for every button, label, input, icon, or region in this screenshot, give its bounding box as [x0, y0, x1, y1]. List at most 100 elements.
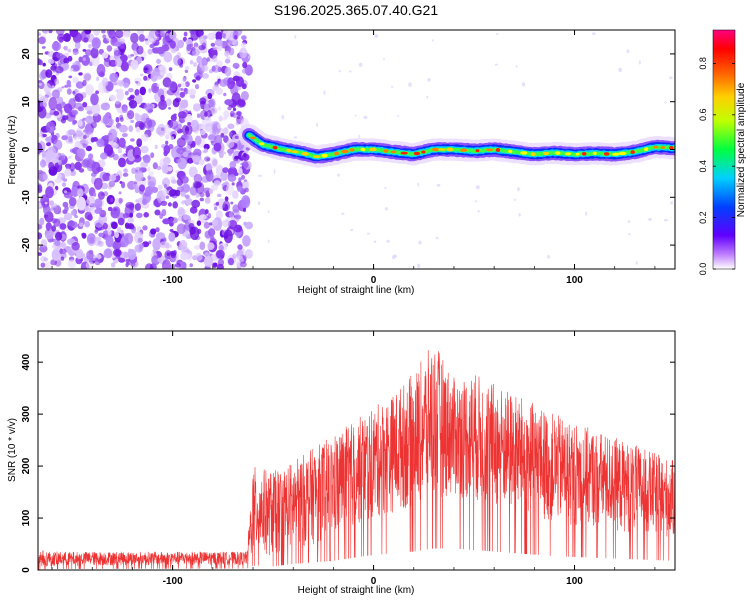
spectrogram-noise-blob	[115, 57, 122, 68]
spectrogram-noise-blob	[38, 106, 47, 119]
spectrogram-noise-blob	[40, 239, 48, 248]
spectrogram-peak	[575, 152, 580, 156]
spectrogram-speckle	[367, 232, 370, 235]
spectrogram-noise-blob	[151, 255, 161, 266]
spectrogram-noise-blob	[122, 172, 129, 177]
spectrogram-noise-blob	[139, 86, 146, 96]
spectrogram-noise-blob	[42, 133, 47, 138]
spectrogram-noise-blob	[50, 231, 55, 236]
spectrogram-noise-blob	[203, 103, 210, 112]
spectrogram-noise-blob	[184, 194, 190, 199]
spectrogram-noise-blob	[102, 34, 107, 39]
spectrogram-noise-blob	[210, 235, 215, 241]
spectrogram-noise-blob	[78, 72, 83, 76]
spectrogram-speckle	[494, 63, 498, 66]
spectrogram-noise-blob	[154, 144, 158, 150]
spectrogram-noise-blob	[224, 99, 233, 106]
spectrogram-speckle	[408, 82, 412, 87]
spectrogram-noise-blob	[202, 73, 209, 79]
spectrogram-noise-blob	[38, 224, 43, 230]
spectrogram-noise-blob	[165, 140, 169, 145]
spectrogram-noise-blob	[46, 142, 51, 147]
spectrogram-noise-blob	[139, 243, 145, 249]
spectrogram-noise-blob	[147, 176, 157, 188]
spectrogram-noise-blob	[76, 148, 86, 158]
spectrogram-noise-blob	[68, 75, 73, 79]
spectrogram-noise-blob	[130, 261, 136, 267]
spectrogram-speckle	[669, 76, 673, 80]
spectrogram-peak	[543, 151, 550, 156]
spectrogram-noise-blob	[181, 125, 189, 135]
spectrogram-noise-blob	[63, 212, 73, 221]
spectrogram-noise-blob	[112, 81, 118, 86]
spectrogram-noise-blob	[96, 166, 104, 172]
spectrogram-noise-blob	[225, 183, 234, 196]
spectrogram-noise-blob	[182, 77, 187, 82]
spectrogram-noise-blob	[156, 46, 165, 55]
spectrogram-noise-blob	[131, 167, 137, 175]
spectrogram-noise-blob	[119, 54, 128, 63]
spectrogram-noise-blob	[218, 115, 223, 122]
spectrogram-noise-blob	[222, 167, 229, 173]
spectrogram-speckle	[247, 55, 251, 59]
spectrogram-noise-blob	[85, 115, 94, 124]
spectrogram-noise-blob	[169, 189, 177, 197]
spectrogram-noise-blob	[41, 46, 46, 49]
spectrogram-noise-blob	[212, 46, 218, 51]
spectrogram-peak	[564, 152, 572, 156]
spectrogram-noise-blob	[38, 132, 42, 137]
spectrogram-noise-blob	[148, 88, 152, 93]
spectrogram-noise-blob	[113, 66, 118, 73]
spectrogram-noise-blob	[81, 159, 90, 168]
spectrogram-noise-blob	[160, 200, 168, 206]
spectrogram-peak	[400, 151, 408, 155]
spectrogram-noise-blob	[170, 136, 175, 141]
spectrogram-noise-blob	[48, 30, 53, 34]
spectrogram-speckle	[323, 90, 326, 95]
spectrogram-noise-blob	[188, 223, 195, 229]
spectrogram-noise-blob	[242, 61, 248, 69]
spectrogram-peak	[581, 152, 587, 156]
spectrogram-noise-blob	[217, 123, 221, 129]
spectrogram-noise-blob	[89, 237, 95, 243]
spectrogram-noise-blob	[162, 177, 171, 188]
spectrogram-noise-blob	[103, 135, 109, 140]
spectrogram-noise-blob	[62, 62, 70, 71]
snr-y-tick-label: 200	[21, 457, 32, 474]
snr-y-tick-label: 300	[21, 405, 32, 422]
spectrogram-noise-blob	[226, 40, 233, 48]
spectrogram-noise-blob	[179, 239, 188, 251]
spectrogram-noise-blob	[102, 222, 108, 230]
spectrogram-noise-blob	[118, 191, 122, 195]
spectrogram-noise-blob	[237, 244, 243, 250]
spectrogram-noise-blob	[204, 197, 211, 204]
spectrogram-noise-blob	[192, 62, 198, 67]
spectrogram-noise-blob	[163, 156, 171, 165]
spectrogram-noise-blob	[223, 92, 227, 97]
spectrogram-noise-blob	[152, 249, 157, 254]
snr-x-ticks: -100 0 100	[51, 331, 656, 587]
spectrogram-speckle	[383, 58, 385, 61]
spectrogram-noise-blob	[216, 263, 224, 269]
spectrogram-noise-blob	[157, 184, 163, 190]
spectrogram-noise-blob	[126, 262, 131, 266]
spectrogram-peak	[460, 148, 468, 152]
spectrogram-speckle	[664, 101, 667, 104]
spectrogram-noise-blob	[102, 114, 111, 125]
spectrogram-speckle	[358, 134, 360, 139]
spectrogram-speckle	[384, 186, 387, 189]
spectrogram-noise-blob	[134, 114, 142, 122]
spectrogram-speckle	[386, 239, 390, 243]
spectrogram-noise-blob	[135, 126, 141, 133]
spectrogram-noise-blob	[130, 119, 135, 124]
spectrogram-noise-blob	[44, 261, 53, 269]
spectrogram-peak	[383, 149, 389, 153]
spectrogram-peak	[349, 148, 355, 152]
spectrogram-peak	[250, 136, 256, 140]
spectrogram-noise-blob	[84, 211, 93, 220]
spectrogram-noise-blob	[236, 76, 244, 87]
spectrogram-noise-blob	[93, 30, 100, 36]
spectrogram-noise-blob	[51, 248, 61, 261]
spectrogram-noise-blob	[109, 94, 116, 102]
spectrogram-noise-blob	[158, 65, 167, 76]
